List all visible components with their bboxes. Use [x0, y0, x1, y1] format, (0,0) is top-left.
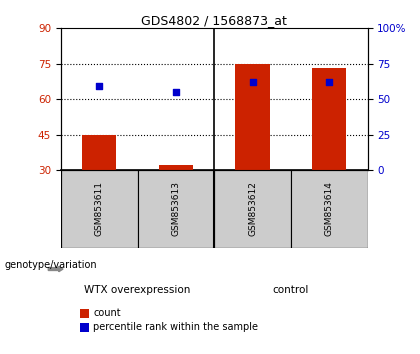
- Text: WTX overexpression: WTX overexpression: [84, 285, 191, 295]
- Text: count: count: [93, 308, 121, 318]
- Point: [249, 79, 256, 85]
- Title: GDS4802 / 1568873_at: GDS4802 / 1568873_at: [141, 14, 287, 27]
- Bar: [61, 170, 138, 248]
- Bar: [291, 170, 368, 248]
- Text: GSM853611: GSM853611: [95, 181, 104, 236]
- Text: GSM853614: GSM853614: [325, 181, 333, 236]
- Text: control: control: [273, 285, 309, 295]
- Point: [173, 89, 179, 95]
- Bar: [159, 165, 193, 170]
- Bar: [82, 135, 116, 170]
- Text: genotype/variation: genotype/variation: [4, 261, 97, 270]
- Point: [326, 79, 333, 85]
- Bar: [312, 68, 346, 170]
- Text: percentile rank within the sample: percentile rank within the sample: [93, 322, 258, 332]
- Bar: [214, 170, 291, 248]
- Bar: [235, 64, 270, 170]
- Text: GSM853612: GSM853612: [248, 181, 257, 236]
- Bar: [138, 170, 214, 248]
- Point: [96, 84, 102, 89]
- Text: GSM853613: GSM853613: [171, 181, 180, 236]
